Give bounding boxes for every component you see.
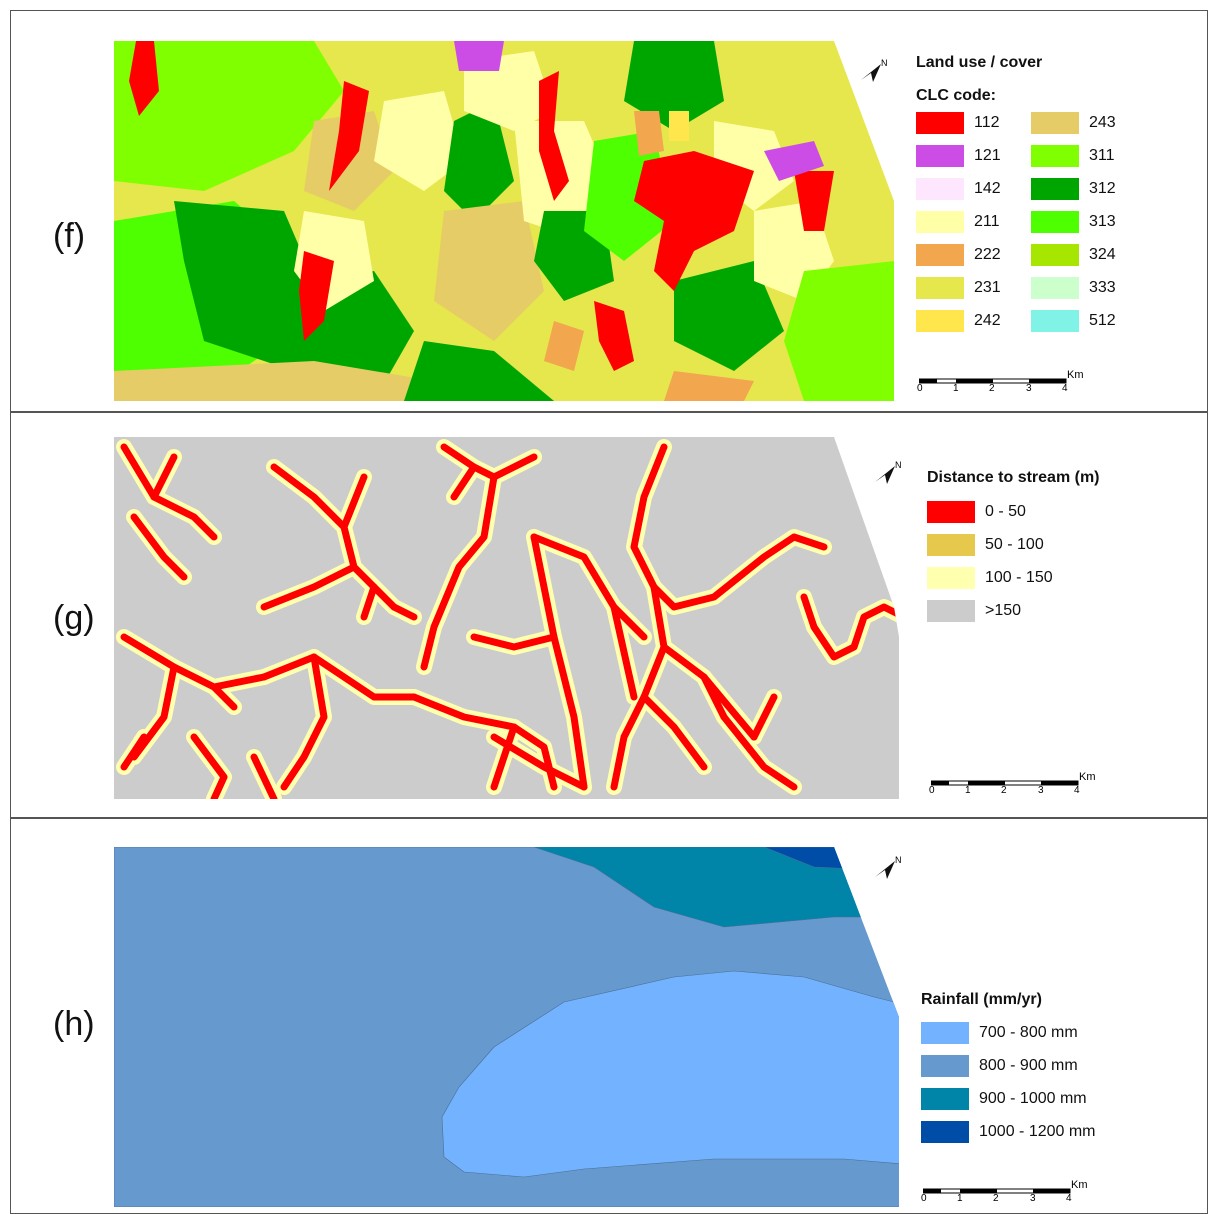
legend-label: 700 - 800 mm bbox=[979, 1024, 1078, 1041]
panel-g: (g) bbox=[10, 412, 1208, 818]
scale-tick: 0 bbox=[917, 383, 923, 394]
legend-swatch bbox=[921, 1088, 969, 1110]
legend-title: Rainfall (mm/yr) bbox=[921, 991, 1042, 1008]
legend-label: 121 bbox=[974, 147, 1001, 164]
legend-label: 142 bbox=[974, 180, 1001, 197]
legend-swatch bbox=[927, 534, 975, 556]
panel-label: (g) bbox=[53, 599, 95, 637]
scale-tick: 4 bbox=[1066, 1193, 1072, 1204]
legend-label: 800 - 900 mm bbox=[979, 1057, 1078, 1074]
legend-swatch bbox=[916, 211, 964, 233]
legend-label: 512 bbox=[1089, 312, 1116, 329]
legend-title: Land use / cover bbox=[916, 54, 1043, 71]
scale-tick: 3 bbox=[1038, 785, 1044, 796]
land-use-map bbox=[114, 41, 894, 401]
scale-tick: 4 bbox=[1062, 383, 1068, 394]
legend-swatch bbox=[1031, 178, 1079, 200]
legend-label: 222 bbox=[974, 246, 1001, 263]
distance-to-stream-map bbox=[114, 437, 899, 799]
scale-tick: 3 bbox=[1030, 1193, 1036, 1204]
legend-label: 242 bbox=[974, 312, 1001, 329]
north-label: N bbox=[895, 855, 902, 865]
scale-bar-graphic bbox=[922, 1188, 1071, 1194]
legend-label: 324 bbox=[1089, 246, 1116, 263]
legend-swatch bbox=[916, 112, 964, 134]
legend-swatch bbox=[916, 145, 964, 167]
scale-tick: 2 bbox=[993, 1193, 999, 1204]
scale-bar: 0 1 2 3 4 Km bbox=[917, 369, 1084, 394]
legend-label: 231 bbox=[974, 279, 1001, 296]
legend-swatch bbox=[1031, 211, 1079, 233]
legend-label: 50 - 100 bbox=[985, 536, 1044, 553]
legend-swatch bbox=[1031, 145, 1079, 167]
legend-label: 112 bbox=[974, 114, 1000, 131]
legend-swatch bbox=[921, 1022, 969, 1044]
legend-swatch bbox=[1031, 244, 1079, 266]
legend-swatch bbox=[916, 178, 964, 200]
legend-swatch bbox=[927, 567, 975, 589]
legend-swatch bbox=[916, 244, 964, 266]
north-label: N bbox=[895, 460, 902, 470]
rainfall-map bbox=[114, 847, 899, 1207]
scale-unit: Km bbox=[1067, 369, 1084, 381]
scale-tick: 2 bbox=[1001, 785, 1007, 796]
legend-label: 243 bbox=[1089, 114, 1116, 131]
north-label: N bbox=[881, 58, 888, 68]
legend-swatch bbox=[1031, 112, 1079, 134]
north-arrow-icon: N bbox=[861, 58, 888, 82]
legend-label: 313 bbox=[1089, 213, 1116, 230]
legend-swatch bbox=[921, 1055, 969, 1077]
legend-title: Distance to stream (m) bbox=[927, 469, 1100, 486]
legend-swatch bbox=[921, 1121, 969, 1143]
legend-label: 333 bbox=[1089, 279, 1116, 296]
panel-f: (f) bbox=[10, 10, 1208, 412]
legend-swatch bbox=[1031, 277, 1079, 299]
panel-label: (h) bbox=[53, 1005, 95, 1043]
scale-unit: Km bbox=[1071, 1179, 1088, 1191]
legend-swatch bbox=[916, 277, 964, 299]
legend-label: 100 - 150 bbox=[985, 569, 1053, 586]
legend-label: 0 - 50 bbox=[985, 503, 1026, 520]
legend-swatch bbox=[916, 310, 964, 332]
scale-tick: 1 bbox=[965, 785, 971, 796]
scale-tick: 2 bbox=[989, 383, 995, 394]
legend-subtitle: CLC code: bbox=[916, 87, 996, 104]
legend-label: 1000 - 1200 mm bbox=[979, 1123, 1096, 1140]
scale-bar-graphic bbox=[918, 378, 1067, 384]
north-arrow-icon: N bbox=[875, 855, 902, 879]
north-arrow-icon: N bbox=[875, 460, 902, 484]
legend-label: 312 bbox=[1089, 180, 1116, 197]
legend-label: 900 - 1000 mm bbox=[979, 1090, 1087, 1107]
panel-h: (h) N Rainfall (mm/yr) 700 - 800 mm 800 -… bbox=[10, 818, 1208, 1214]
legend-swatch bbox=[927, 600, 975, 622]
scale-unit: Km bbox=[1079, 771, 1096, 783]
stream-network bbox=[116, 439, 899, 799]
panel-label: (f) bbox=[53, 217, 86, 255]
legend-label: 211 bbox=[974, 213, 1000, 230]
scale-tick: 0 bbox=[929, 785, 935, 796]
legend-swatch bbox=[1031, 310, 1079, 332]
scale-tick: 0 bbox=[921, 1193, 927, 1204]
legend-swatch bbox=[927, 501, 975, 523]
scale-tick: 1 bbox=[953, 383, 959, 394]
legend-label: >150 bbox=[985, 602, 1022, 619]
legend-label: 311 bbox=[1089, 147, 1115, 164]
scale-tick: 1 bbox=[957, 1193, 963, 1204]
scale-bar-graphic bbox=[930, 780, 1079, 786]
scale-bar: 0 1 2 3 4 Km bbox=[921, 1179, 1088, 1204]
scale-bar: 0 1 2 3 4 Km bbox=[929, 771, 1096, 796]
scale-tick: 3 bbox=[1026, 383, 1032, 394]
scale-tick: 4 bbox=[1074, 785, 1080, 796]
